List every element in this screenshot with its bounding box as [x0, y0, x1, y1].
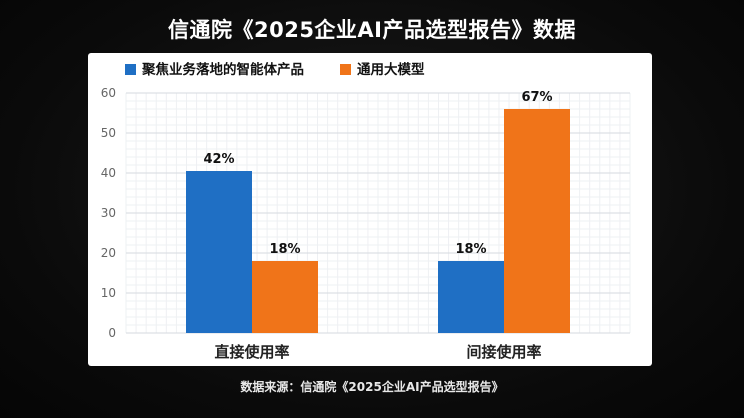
y-tick-label: 10 [101, 286, 116, 300]
chart-title: 信通院《2025企业AI产品选型报告》数据 [167, 18, 576, 42]
bar-value-label: 18% [269, 242, 300, 257]
x-axis-labels: 直接使用率 间接使用率 [214, 343, 541, 361]
data-source-note: 数据来源：信通院《2025企业AI产品选型报告》 [240, 380, 504, 394]
legend-label: 聚焦业务落地的智能体产品 [141, 61, 304, 78]
legend-swatch [340, 64, 351, 75]
bar-value-label: 18% [455, 242, 486, 257]
bar [504, 109, 570, 333]
chart-panel: 0 10 20 30 40 50 60 42% 18% 18% 67% 直接使用率 间接使用率 聚焦… [88, 53, 652, 366]
y-axis-ticks: 0 10 20 30 40 50 60 [101, 86, 116, 340]
y-tick-label: 20 [101, 246, 116, 260]
x-category-label: 直接使用率 [214, 343, 289, 361]
y-tick-label: 0 [108, 326, 116, 340]
bar [438, 261, 504, 333]
bar-value-label: 42% [203, 152, 234, 167]
y-tick-label: 40 [101, 166, 116, 180]
x-category-label: 间接使用率 [466, 343, 541, 361]
y-tick-label: 60 [101, 86, 116, 100]
bar-chart: 0 10 20 30 40 50 60 42% 18% 18% 67% 直接使用率 间接使用率 聚焦… [101, 61, 631, 361]
y-tick-label: 50 [101, 126, 116, 140]
legend-label: 通用大模型 [357, 61, 425, 78]
y-tick-label: 30 [101, 206, 116, 220]
legend-swatch [125, 64, 136, 75]
bar [186, 171, 252, 333]
legend: 聚焦业务落地的智能体产品 通用大模型 [125, 61, 425, 78]
bar-value-labels: 42% 18% 18% 67% [203, 90, 552, 257]
bar-value-label: 67% [521, 90, 552, 105]
bar [252, 261, 318, 333]
bars [186, 109, 570, 333]
